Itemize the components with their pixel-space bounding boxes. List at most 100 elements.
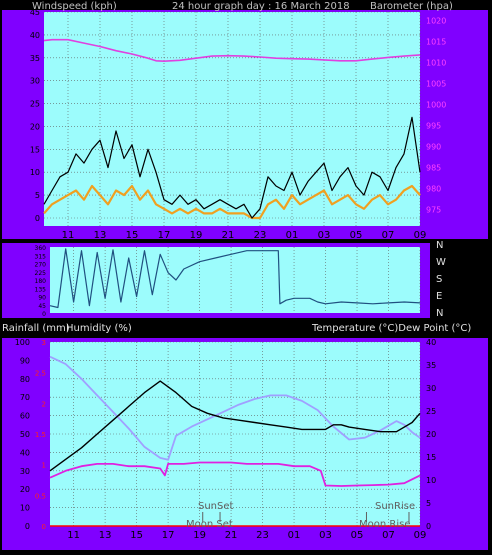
x-tick-label: 09 bbox=[414, 230, 427, 241]
rain-tick-label: 2.5 bbox=[35, 370, 46, 378]
humidity-line bbox=[49, 355, 421, 461]
sunset-label: SunSet bbox=[198, 501, 234, 512]
y-left-tick-label: 40 bbox=[30, 31, 40, 40]
temperature-tick-label: 30 bbox=[426, 384, 436, 393]
y-left-tick-label: 25 bbox=[30, 100, 40, 109]
temperature-tick-label: 5 bbox=[426, 499, 431, 508]
x-tick-label: 19 bbox=[190, 230, 203, 241]
sunrise-label: SunRise bbox=[375, 501, 415, 512]
rain-tick-label: 3 bbox=[42, 339, 46, 347]
x-tick-label: 17 bbox=[158, 230, 171, 241]
x-tick-label: 05 bbox=[351, 530, 364, 541]
x-tick-label: 03 bbox=[319, 530, 332, 541]
direction-tick-label: 45 bbox=[38, 303, 46, 310]
humidity-tick-label: 30 bbox=[20, 467, 30, 476]
humidity-tick-label: 20 bbox=[20, 485, 30, 494]
temperature-tick-label: 40 bbox=[426, 338, 436, 347]
x-tick-label: 01 bbox=[288, 530, 301, 541]
y-right-tick-label: 1015 bbox=[426, 37, 446, 46]
wind-gust-line bbox=[43, 116, 421, 219]
direction-tick-label: 135 bbox=[35, 286, 47, 293]
y-right-tick-label: 1005 bbox=[426, 79, 446, 88]
x-tick-label: 17 bbox=[162, 530, 175, 541]
x-tick-label: 21 bbox=[225, 530, 238, 541]
compass-n-top: N bbox=[436, 240, 443, 251]
direction-tick-label: 90 bbox=[38, 295, 46, 302]
x-tick-label: 03 bbox=[318, 230, 331, 241]
wind-avg-line bbox=[43, 184, 421, 220]
y-left-tick-label: 0 bbox=[35, 214, 40, 223]
humidity-tick-label: 50 bbox=[20, 430, 30, 439]
y-right-tick-label: 995 bbox=[426, 122, 441, 131]
x-tick-label: 13 bbox=[99, 530, 112, 541]
windspeed-axis-label: Windspeed (kph) bbox=[32, 1, 117, 12]
y-left-tick-label: 35 bbox=[30, 54, 40, 63]
humidity-tick-label: 80 bbox=[20, 375, 30, 384]
humidity-axis-label: Humidity (%) bbox=[66, 323, 132, 334]
temperature-tick-label: 35 bbox=[426, 361, 436, 370]
temperature-line bbox=[49, 380, 421, 472]
graph-title: 24 hour graph day : 16 March 2018 bbox=[172, 1, 350, 12]
y-left-tick-label: 15 bbox=[30, 145, 40, 154]
y-right-tick-label: 990 bbox=[426, 143, 441, 152]
compass-s: S bbox=[436, 274, 442, 285]
y-right-tick-label: 1020 bbox=[426, 16, 446, 25]
temperature-tick-label: 15 bbox=[426, 453, 436, 462]
humidity-tick-label: 0 bbox=[25, 522, 30, 531]
y-right-tick-label: 1010 bbox=[426, 58, 446, 67]
direction-tick-label: 0 bbox=[42, 311, 46, 318]
x-tick-label: 09 bbox=[414, 530, 427, 541]
humidity-tick-label: 70 bbox=[20, 393, 30, 402]
direction-tick-label: 180 bbox=[35, 278, 47, 285]
wind-direction-line bbox=[49, 248, 421, 309]
compass-e: E bbox=[436, 291, 442, 302]
direction-tick-label: 225 bbox=[35, 270, 47, 277]
y-right-tick-label: 980 bbox=[426, 185, 441, 194]
rain-axis-label: Rainfall (mm) bbox=[2, 323, 70, 334]
x-tick-label: 15 bbox=[130, 530, 143, 541]
temperature-tick-label: 10 bbox=[426, 476, 436, 485]
compass-w: W bbox=[436, 257, 446, 268]
x-tick-label: 19 bbox=[193, 530, 206, 541]
x-tick-label: 23 bbox=[254, 230, 267, 241]
x-tick-label: 23 bbox=[256, 530, 269, 541]
temp-plot-area bbox=[50, 342, 420, 526]
x-tick-label: 05 bbox=[350, 230, 363, 241]
dewpoint-line bbox=[49, 461, 421, 487]
humidity-tick-label: 100 bbox=[15, 338, 30, 347]
temperature-tick-label: 0 bbox=[426, 522, 431, 531]
y-left-tick-label: 10 bbox=[30, 168, 40, 177]
temperature-axis-label: Temperature (°C)Dew Point (°C) bbox=[311, 323, 471, 334]
y-left-tick-label: 30 bbox=[30, 77, 40, 86]
x-tick-label: 21 bbox=[222, 230, 235, 241]
y-left-tick-label: 20 bbox=[30, 122, 40, 131]
x-tick-label: 07 bbox=[382, 230, 395, 241]
direction-tick-label: 270 bbox=[35, 262, 47, 269]
rain-tick-label: 0.5 bbox=[35, 492, 46, 500]
rain-tick-label: 2 bbox=[42, 400, 46, 408]
rain-tick-label: 0 bbox=[42, 523, 46, 531]
humidity-tick-label: 10 bbox=[20, 504, 30, 513]
x-tick-label: 15 bbox=[126, 230, 139, 241]
y-left-tick-label: 45 bbox=[30, 8, 40, 17]
humidity-tick-label: 40 bbox=[20, 448, 30, 457]
humidity-tick-label: 60 bbox=[20, 412, 30, 421]
y-right-tick-label: 1000 bbox=[426, 100, 446, 109]
x-tick-label: 11 bbox=[67, 530, 80, 541]
moonrise-label: Moon Rise bbox=[359, 519, 410, 530]
x-tick-label: 07 bbox=[382, 530, 395, 541]
rain-tick-label: 1.5 bbox=[35, 431, 46, 439]
temperature-tick-label: 20 bbox=[426, 430, 436, 439]
y-right-tick-label: 985 bbox=[426, 164, 441, 173]
y-right-tick-label: 975 bbox=[426, 206, 441, 215]
direction-tick-label: 360 bbox=[35, 245, 47, 252]
humidity-tick-label: 90 bbox=[20, 356, 30, 365]
compass-n-bottom: N bbox=[436, 308, 443, 319]
x-tick-label: 13 bbox=[94, 230, 107, 241]
temperature-tick-label: 25 bbox=[426, 407, 436, 416]
rain-tick-label: 1 bbox=[42, 462, 46, 470]
direction-tick-label: 315 bbox=[35, 253, 47, 260]
barometer-line bbox=[43, 38, 421, 63]
